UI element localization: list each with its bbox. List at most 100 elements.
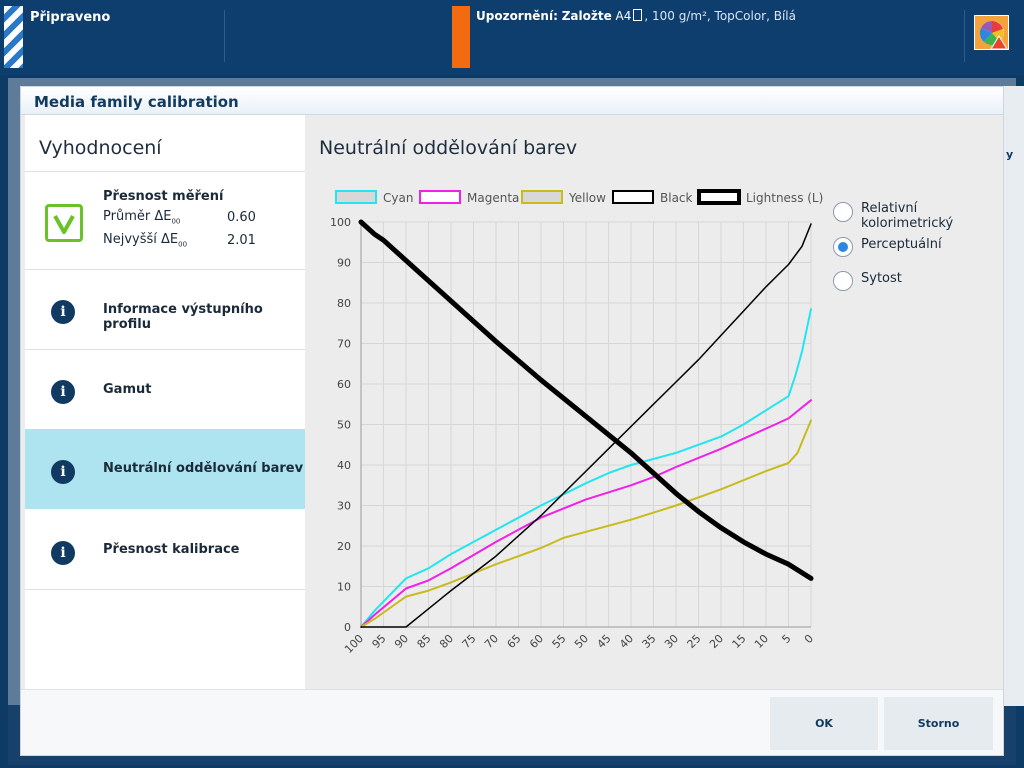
average-delta-e-value: 0.60	[227, 210, 256, 225]
y-tick-label: 100	[330, 216, 351, 229]
y-tick-label: 30	[337, 500, 351, 513]
y-tick-label: 60	[337, 378, 351, 391]
cancel-button[interactable]: Storno	[884, 697, 993, 750]
radio-label: Relativní kolorimetrický	[861, 201, 954, 231]
nav-item-gamut[interactable]: i Gamut	[25, 350, 305, 430]
printer-status: Připraveno	[30, 10, 111, 25]
max-delta-e-value: 2.01	[227, 233, 256, 248]
legend-label: Cyan	[383, 191, 413, 205]
nav-item-label: Informace výstupního profilu	[103, 302, 263, 332]
radio-relative-colorimetric[interactable]	[833, 202, 853, 222]
legend-swatch	[697, 189, 741, 205]
x-tick-label: 55	[550, 632, 569, 651]
background-panel-edge: y	[1004, 86, 1024, 706]
legend-swatch	[612, 190, 654, 204]
x-tick-label: 50	[572, 632, 591, 651]
divider	[25, 589, 305, 590]
x-tick-label: 75	[460, 632, 479, 651]
x-tick-label: 65	[505, 632, 524, 651]
page-title: Neutrální oddělování barev	[319, 137, 578, 159]
warning-indicator	[452, 6, 470, 68]
status-stripe-icon	[4, 6, 23, 68]
warning-label: Upozornění:	[476, 9, 558, 23]
legend-label: Black	[660, 191, 693, 205]
y-tick-label: 90	[337, 257, 351, 270]
document-icon	[633, 9, 643, 21]
series-line-lightness-l	[358, 219, 814, 581]
legend-label: Lightness (L)	[746, 191, 823, 205]
series-line-magenta	[360, 399, 812, 628]
legend-swatch	[521, 190, 563, 204]
divider	[25, 171, 305, 172]
dialog-footer: OK Storno	[21, 689, 1003, 755]
nav-item-neutral-separation[interactable]: i Neutrální oddělování barev	[25, 429, 305, 509]
radio-label: Sytost	[861, 271, 902, 286]
radio-perceptual[interactable]	[833, 237, 853, 257]
series-line-black	[360, 223, 812, 628]
x-tick-label: 40	[617, 632, 636, 651]
nav-item-label: Přesnost měření	[103, 189, 224, 204]
y-tick-label: 40	[337, 459, 351, 472]
series-line-yellow	[360, 419, 812, 628]
y-tick-label: 20	[337, 540, 351, 553]
warning-action: Založte	[561, 9, 612, 23]
check-icon	[45, 204, 83, 242]
warning-details: , 100 g/m², TopColor, Bílá	[644, 9, 796, 23]
x-tick-label: 60	[527, 632, 546, 651]
nav-item-label: Přesnost kalibrace	[103, 542, 240, 557]
y-tick-label: 70	[337, 338, 351, 351]
info-icon: i	[51, 541, 75, 565]
nav-item-measurement-accuracy[interactable]: Přesnost měření Průměr ΔE00 0.60 Nejvyšš…	[25, 171, 305, 269]
x-tick-label: 10	[752, 632, 771, 651]
radio-saturation[interactable]	[833, 271, 853, 291]
info-icon: i	[51, 300, 75, 324]
divider	[224, 10, 225, 62]
legend-swatch	[419, 190, 461, 204]
dialog-title: Media family calibration	[34, 93, 239, 111]
x-tick-label: 70	[482, 632, 501, 651]
nav-item-label: Neutrální oddělování barev	[103, 461, 304, 476]
x-tick-label: 90	[392, 632, 411, 651]
x-tick-label: 30	[662, 632, 681, 651]
warning-message[interactable]: Upozornění: Založte A4 , 100 g/m², TopCol…	[476, 9, 796, 23]
x-tick-label: 5	[779, 632, 793, 646]
info-icon: i	[51, 380, 75, 404]
legend-swatch	[335, 190, 377, 204]
legend-label: Yellow	[568, 191, 606, 205]
y-tick-label: 80	[337, 297, 351, 310]
top-status-bar: Připraveno Upozornění: Založte A4 , 100 g…	[0, 0, 1024, 75]
partial-text: y	[1006, 148, 1014, 161]
x-tick-label: 20	[707, 632, 726, 651]
x-tick-label: 100	[342, 632, 366, 656]
nav-item-label: Gamut	[103, 382, 152, 397]
y-tick-label: 50	[337, 419, 351, 432]
sidebar-title: Vyhodnocení	[39, 137, 162, 159]
radio-label: Perceptuální	[861, 237, 942, 252]
ok-button[interactable]: OK	[770, 697, 878, 750]
series-line-cyan	[360, 308, 812, 628]
info-icon: i	[51, 460, 75, 484]
y-tick-label: 10	[337, 581, 351, 594]
nav-item-output-profile[interactable]: i Informace výstupního profilu	[25, 270, 305, 350]
x-tick-label: 45	[595, 632, 614, 651]
warning-size: A4	[615, 9, 632, 23]
divider	[25, 349, 305, 350]
divider	[25, 269, 305, 270]
y-tick-label: 0	[344, 621, 351, 634]
x-tick-label: 35	[640, 632, 659, 651]
max-delta-e-label: Nejvyšší ΔE00	[103, 232, 188, 249]
x-tick-label: 0	[802, 632, 816, 646]
average-delta-e-label: Průměr ΔE00	[103, 209, 181, 226]
calibration-dialog: Media family calibration Vyhodnocení Pře…	[20, 86, 1004, 756]
dialog-header: Media family calibration	[21, 87, 1003, 115]
x-tick-label: 80	[437, 632, 456, 651]
divider	[964, 10, 965, 62]
x-tick-label: 15	[730, 632, 749, 651]
evaluation-sidebar: Vyhodnocení Přesnost měření Průměr ΔE00 …	[25, 115, 305, 689]
legend-label: Magenta	[467, 191, 519, 205]
nav-item-calibration-accuracy[interactable]: i Přesnost kalibrace	[25, 510, 305, 590]
x-tick-label: 95	[370, 632, 389, 651]
color-wheel-warning-icon[interactable]	[974, 15, 1009, 50]
x-tick-label: 85	[415, 632, 434, 651]
